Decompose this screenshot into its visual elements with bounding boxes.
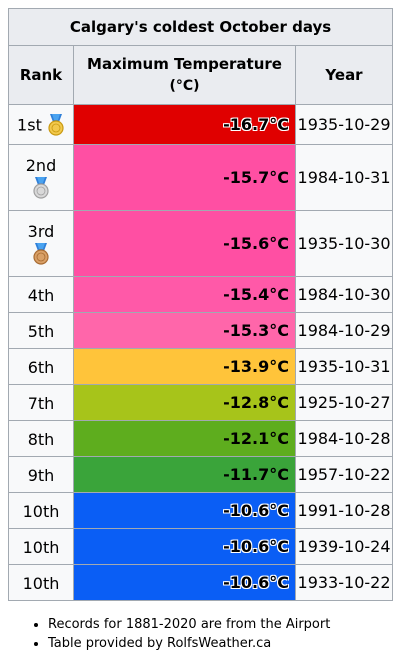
rank-cell: 7th [8,384,74,421]
temperature-cell: -10.6°C [73,492,296,529]
note-item: Records for 1881-2020 are from the Airpo… [48,615,392,634]
table-row: 8th -12.1°C 1984-10-28 [8,420,394,457]
temperature-cell: -15.7°C [73,144,296,211]
silver-medal-icon [33,176,49,199]
rank-cell: 4th [8,276,74,313]
max-temp-header: Maximum Temperature (°C) [73,45,296,105]
temperature-cell: -15.6°C [73,210,296,277]
rank-cell: 5th [8,312,74,349]
table-row: 9th -11.7°C 1957-10-22 [8,456,394,493]
year-header: Year [294,45,394,105]
rank-label: 10th [22,501,60,521]
rank-cell: 1st [8,104,74,145]
temperature-cell: -15.4°C [73,276,296,313]
rank-label: 1st [17,115,42,134]
temperature-cell: -15.3°C [73,312,296,349]
rank-label: 3rd [27,221,55,241]
rank-label: 6th [27,357,55,377]
date-cell: 1935-10-29 [294,104,394,145]
gold-medal-icon [48,113,64,136]
table-row: 6th -13.9°C 1935-10-31 [8,348,394,385]
table-title: Calgary's coldest October days [7,8,394,46]
rank-label: 2nd [25,155,57,175]
rank-cell: 9th [8,456,74,493]
rank-label: 7th [27,393,55,413]
temperature-cell: -13.9°C [73,348,296,385]
max-temp-header-label: Maximum Temperature [87,55,282,73]
date-cell: 1984-10-29 [294,312,394,349]
date-cell: 1935-10-30 [294,210,394,277]
rank-label: 5th [27,321,55,341]
temperature-cell: -12.8°C [73,384,296,421]
table-row: 1st -16.7°C 1935-10-29 [8,104,394,145]
date-cell: 1957-10-22 [294,456,394,493]
bronze-medal-icon [33,242,49,265]
table-row: 10th -10.6°C 1939-10-24 [8,528,394,565]
table-row: 5th -15.3°C 1984-10-29 [8,312,394,349]
table-row: 7th -12.8°C 1925-10-27 [8,384,394,421]
rank-label: 10th [22,537,60,557]
rank-cell: 2nd [8,144,74,211]
date-cell: 1984-10-30 [294,276,394,313]
rank-cell: 3rd [8,210,74,277]
table-row: 2nd -15.7°C 1984-10-31 [8,144,394,211]
coldest-days-table: Calgary's coldest October days Rank Maxi… [7,8,394,601]
rank-cell: 10th [8,528,74,565]
date-cell: 1925-10-27 [294,384,394,421]
rank-cell: 6th [8,348,74,385]
table-row: 3rd -15.6°C 1935-10-30 [8,210,394,277]
rank-label: 8th [27,429,55,449]
temperature-cell: -10.6°C [73,564,296,601]
table-row: 10th -10.6°C 1991-10-28 [8,492,394,529]
rank-cell: 8th [8,420,74,457]
note-item: Table provided by RolfsWeather.ca [48,634,392,653]
date-cell: 1984-10-31 [294,144,394,211]
max-temp-header-unit: (°C) [169,78,200,94]
temperature-cell: -10.6°C [73,528,296,565]
table-row: 10th -10.6°C 1933-10-22 [8,564,394,601]
temperature-cell: -12.1°C [73,420,296,457]
date-cell: 1933-10-22 [294,564,394,601]
date-cell: 1991-10-28 [294,492,394,529]
rank-label: 4th [27,285,55,305]
rank-cell: 10th [8,564,74,601]
temperature-cell: -11.7°C [73,456,296,493]
date-cell: 1939-10-24 [294,528,394,565]
temperature-cell: -16.7°C [73,104,296,145]
table-body: 1st -16.7°C 1935-10-29 2nd -15.7°C 1984-10-3… [8,104,394,601]
records-table-container: Calgary's coldest October days Rank Maxi… [7,8,394,653]
rank-label: 9th [27,465,55,485]
date-cell: 1935-10-31 [294,348,394,385]
rank-label: 10th [22,573,60,593]
notes-list: Records for 1881-2020 are from the Airpo… [8,615,392,653]
rank-header: Rank [8,45,74,105]
date-cell: 1984-10-28 [294,420,394,457]
rank-cell: 10th [8,492,74,529]
table-row: 4th -15.4°C 1984-10-30 [8,276,394,313]
